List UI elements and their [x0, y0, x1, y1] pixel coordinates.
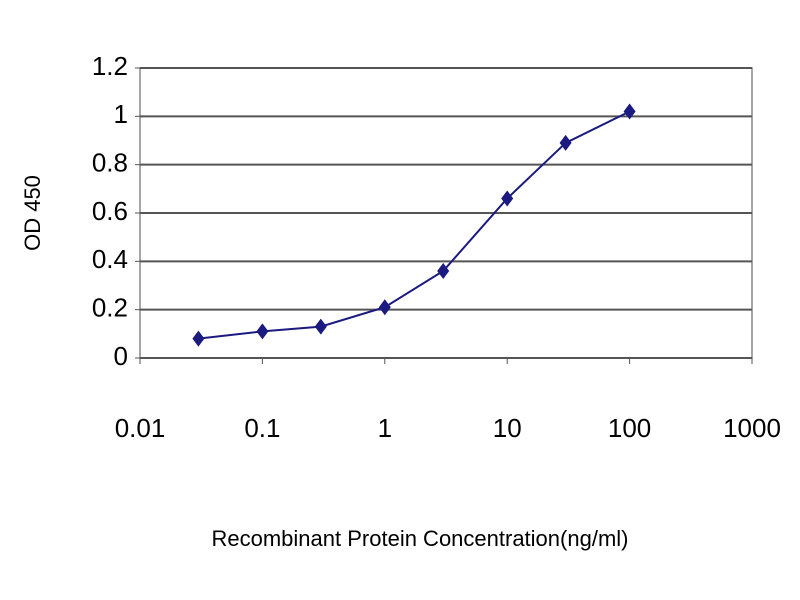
x-tick-label: 100: [608, 413, 651, 443]
y-tick-label: 0.2: [92, 293, 128, 323]
y-tick-label: 0: [114, 341, 128, 371]
y-tick-label: 1: [114, 99, 128, 129]
y-tick-label: 1.2: [92, 51, 128, 81]
data-point: [256, 323, 269, 340]
data-point: [501, 190, 514, 207]
data-point: [192, 330, 205, 347]
data-point: [314, 318, 327, 335]
data-point: [623, 103, 636, 120]
x-tick-label: 0.01: [115, 413, 166, 443]
x-tick-label: 1: [378, 413, 392, 443]
x-axis-label: Recombinant Protein Concentration(ng/ml): [212, 526, 629, 551]
y-tick-label: 0.6: [92, 196, 128, 226]
x-tick-label: 10: [493, 413, 522, 443]
y-tick-label: 0.4: [92, 244, 128, 274]
y-tick-label: 0.8: [92, 148, 128, 178]
data-point: [378, 299, 391, 316]
y-axis-label: OD 450: [20, 175, 45, 251]
x-tick-label: 1000: [723, 413, 781, 443]
data-line: [198, 110, 631, 340]
data-point: [559, 134, 572, 151]
x-tick-label: 0.1: [244, 413, 280, 443]
data-point: [437, 263, 450, 279]
